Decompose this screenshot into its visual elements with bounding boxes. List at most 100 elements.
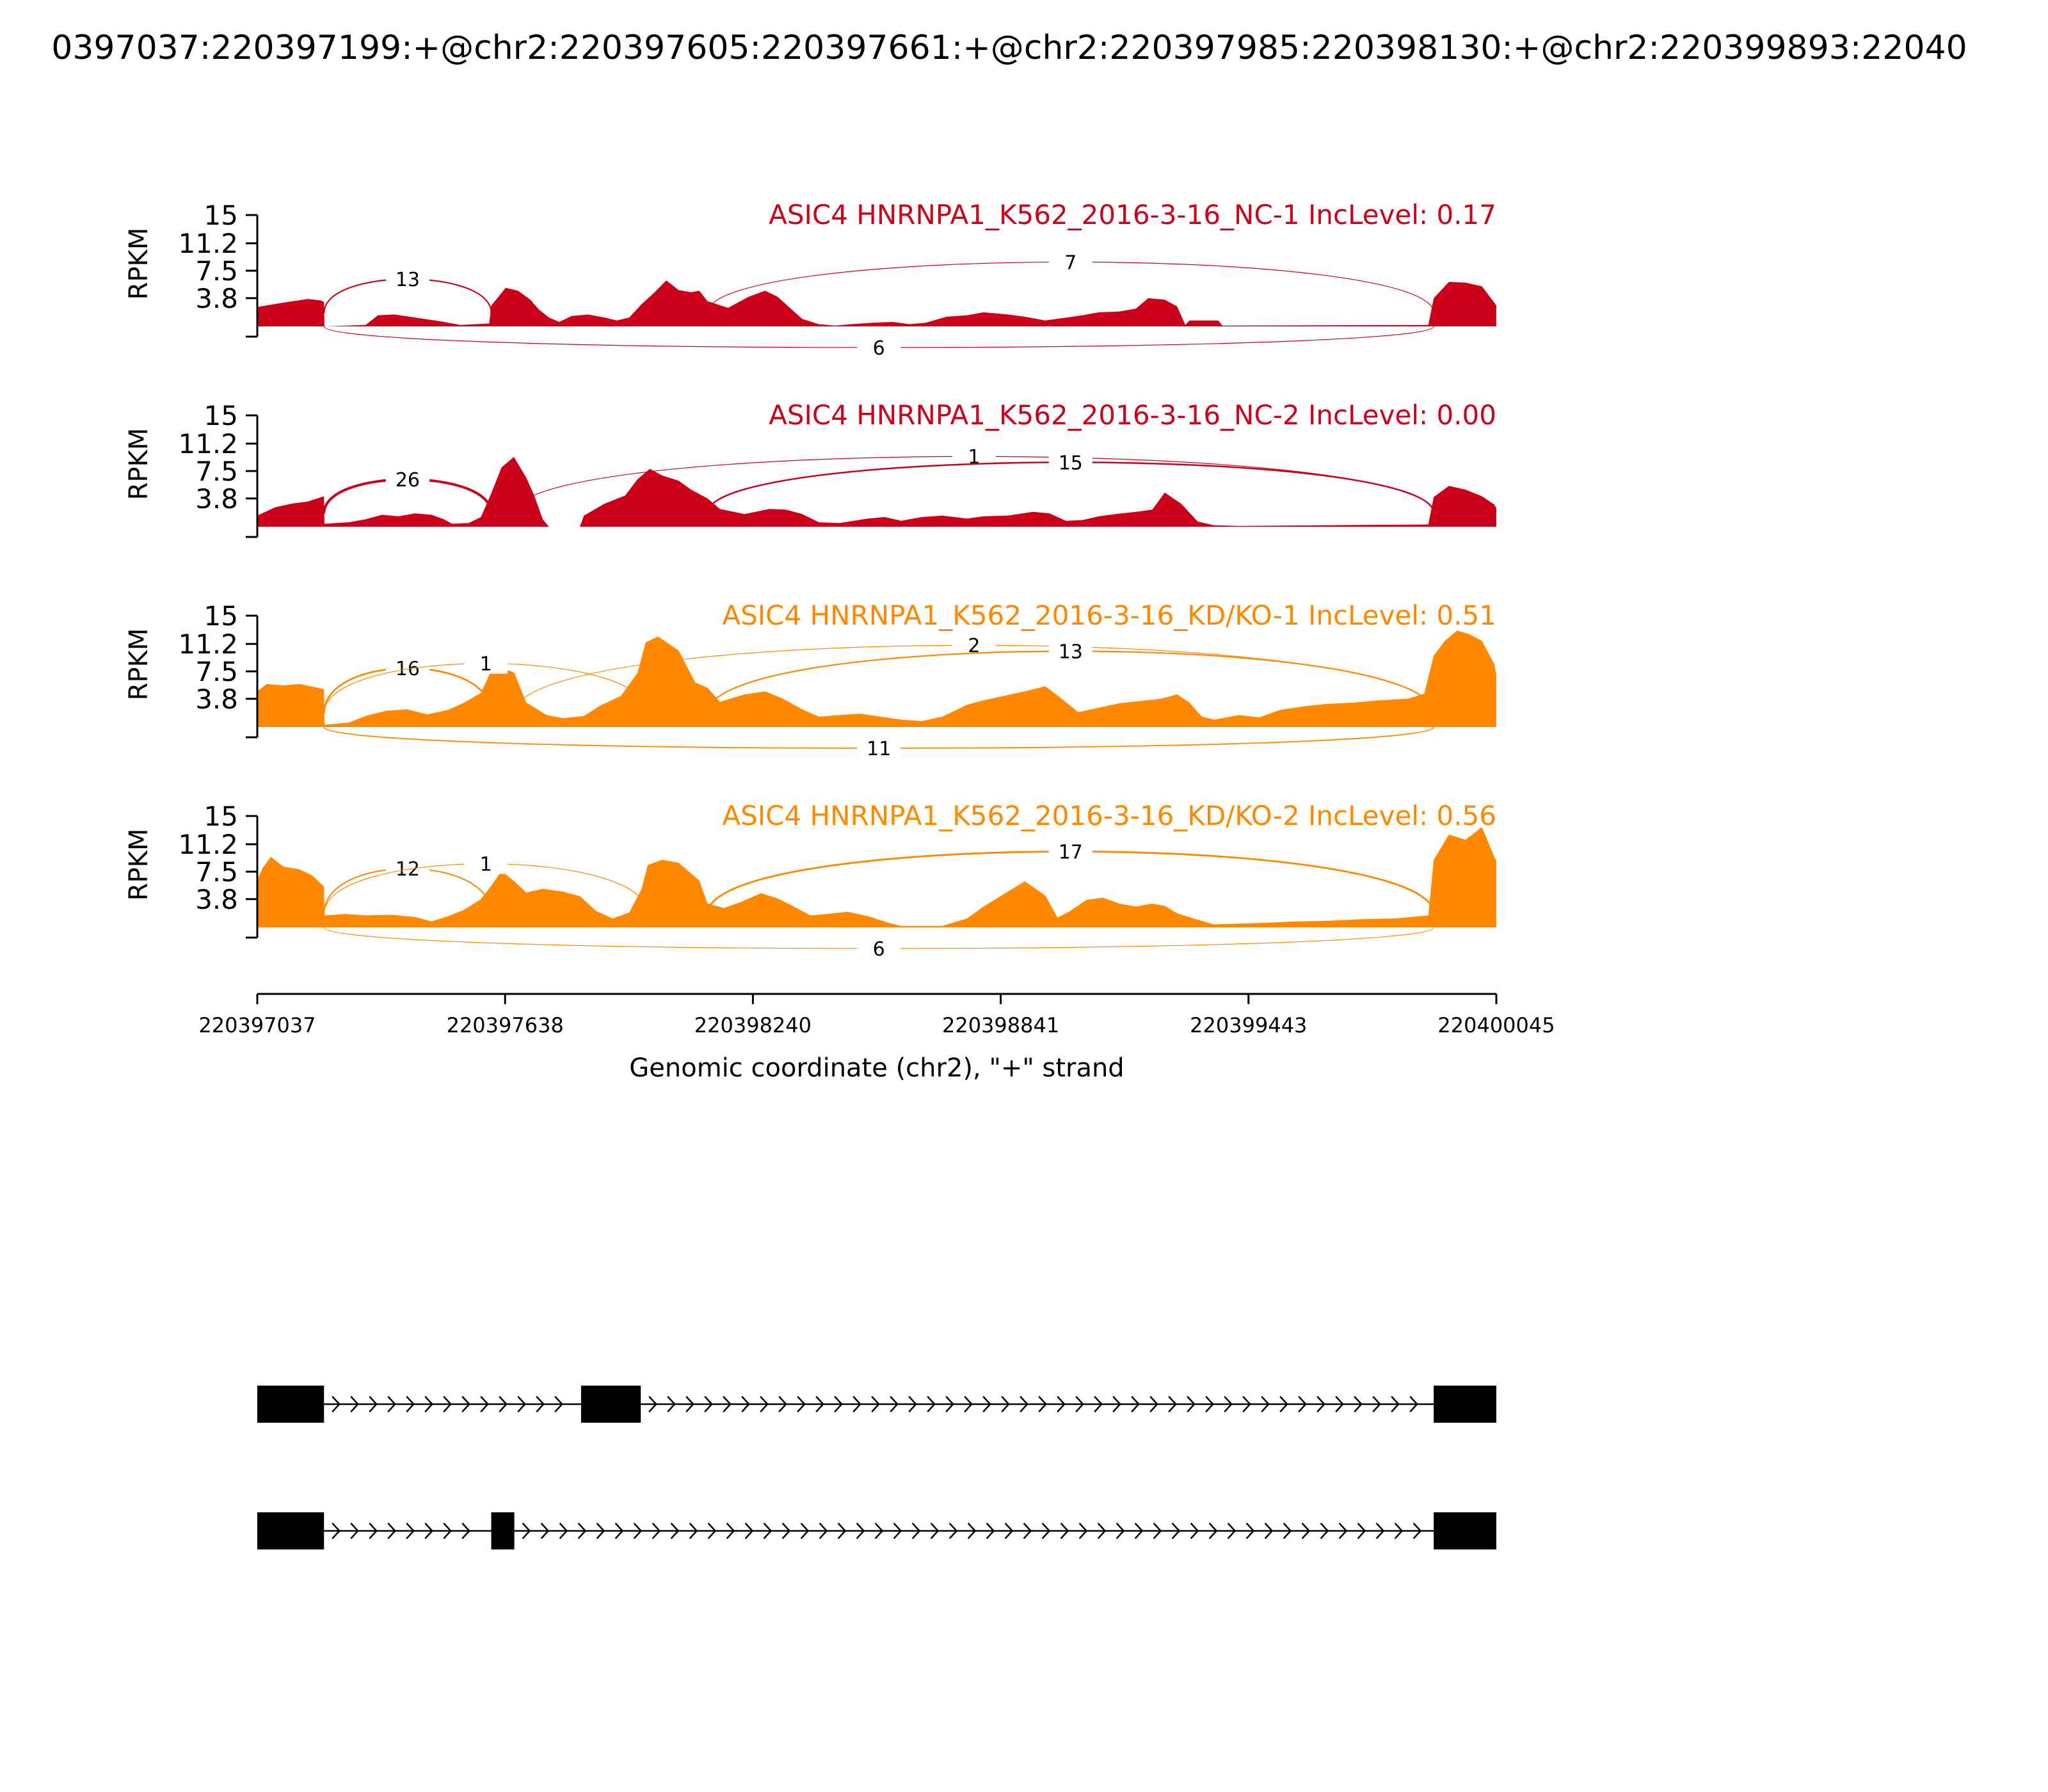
- track-label: ASIC4 HNRNPA1_K562_2016-3-16_NC-2 IncLev…: [769, 399, 1496, 431]
- y-tick-label: 11.2: [178, 628, 238, 660]
- junction-count: 1: [968, 446, 980, 468]
- strand-arrow: [1301, 1523, 1311, 1539]
- y-tick-label: 15: [204, 200, 238, 231]
- junction-label-bg: [1048, 449, 1092, 473]
- y-tick-label: 11.2: [178, 428, 238, 460]
- track-label: ASIC4 HNRNPA1_K562_2016-3-16_KD/KO-2 Inc…: [722, 800, 1496, 831]
- junction-label-bg: [385, 467, 429, 490]
- junction-label-bg: [857, 735, 901, 758]
- strand-arrow: [893, 1523, 902, 1539]
- strand-arrow: [536, 1396, 545, 1412]
- strand-arrow: [1208, 1523, 1218, 1539]
- strand-arrow: [837, 1523, 847, 1539]
- strand-arrow: [332, 1523, 340, 1539]
- strand-arrow: [1153, 1523, 1162, 1539]
- junction-count: 1: [480, 854, 492, 876]
- strand-arrow: [815, 1396, 824, 1412]
- strand-arrow: [1283, 1523, 1292, 1539]
- strand-arrow: [723, 1396, 732, 1412]
- isoform-structures: [257, 1386, 1496, 1549]
- strand-arrow: [1060, 1523, 1069, 1539]
- strand-arrow: [461, 1396, 470, 1412]
- junction-label-bg: [1048, 249, 1092, 273]
- coverage-area: [257, 280, 1496, 326]
- strand-arrow: [778, 1396, 787, 1412]
- y-axis-label: RPKM: [124, 428, 154, 500]
- strand-arrow: [1187, 1396, 1196, 1412]
- strand-arrow: [499, 1396, 508, 1412]
- strand-arrow: [1264, 1523, 1274, 1539]
- strand-arrow: [648, 1396, 657, 1412]
- strand-arrow: [1391, 1396, 1400, 1412]
- strand-arrow: [369, 1523, 378, 1539]
- strand-arrow: [559, 1523, 568, 1539]
- strand-arrow: [1354, 1396, 1363, 1412]
- coverage-area: [257, 630, 1496, 727]
- y-tick-label: 15: [204, 600, 238, 632]
- strand-arrow: [800, 1523, 810, 1539]
- strand-arrow: [670, 1523, 680, 1539]
- strand-arrow: [1038, 1396, 1047, 1412]
- junction-count: 13: [396, 269, 420, 291]
- strand-arrow: [406, 1396, 415, 1412]
- strand-arrow: [1338, 1523, 1348, 1539]
- strand-arrow: [908, 1396, 917, 1412]
- strand-arrow: [652, 1523, 661, 1539]
- coverage-area: [257, 827, 1496, 927]
- strand-arrow: [1320, 1523, 1329, 1539]
- strand-arrow: [332, 1396, 340, 1412]
- junction-count: 15: [1059, 452, 1083, 474]
- junction-count: 17: [1059, 841, 1083, 863]
- strand-arrow: [667, 1396, 676, 1412]
- y-tick-label: 15: [204, 801, 238, 832]
- strand-arrow: [1224, 1396, 1233, 1412]
- x-tick-label: 220398841: [942, 1013, 1059, 1037]
- strand-arrow: [1375, 1523, 1385, 1539]
- junction-count: 6: [873, 938, 885, 961]
- strand-arrow: [633, 1523, 643, 1539]
- exon-box: [580, 1386, 641, 1423]
- junction-count: 26: [396, 469, 420, 492]
- strand-arrow: [890, 1396, 899, 1412]
- strand-arrow: [1020, 1396, 1028, 1412]
- strand-arrow: [1078, 1523, 1088, 1539]
- junction-label-bg: [857, 335, 901, 358]
- strand-arrow: [1168, 1396, 1177, 1412]
- y-tick-label: 7.5: [195, 856, 238, 888]
- strand-arrow: [1171, 1523, 1181, 1539]
- junction-label-bg: [952, 632, 996, 656]
- strand-arrow: [911, 1523, 921, 1539]
- y-tick-label: 7.5: [195, 255, 238, 287]
- strand-arrow: [726, 1523, 735, 1539]
- y-tick-label: 11.2: [178, 829, 238, 860]
- strand-arrow: [1245, 1523, 1255, 1539]
- strand-arrow: [1335, 1396, 1344, 1412]
- isoform-2: [257, 1512, 1496, 1549]
- junction-label-bg: [1048, 638, 1092, 662]
- strand-arrow: [741, 1396, 750, 1412]
- strand-arrow: [1279, 1396, 1288, 1412]
- figure-title: 0397037:220397199:+@chr2:220397605:22039…: [51, 29, 1967, 67]
- strand-arrow: [443, 1523, 452, 1539]
- strand-arrow: [1023, 1523, 1032, 1539]
- strand-arrow: [614, 1523, 624, 1539]
- x-tick-label: 220398240: [694, 1013, 812, 1037]
- strand-arrow: [1041, 1523, 1051, 1539]
- junction-label-bg: [464, 851, 508, 874]
- strand-arrow: [945, 1396, 954, 1412]
- strand-arrow: [927, 1396, 936, 1412]
- strand-arrow: [986, 1523, 995, 1539]
- y-tick-label: 15: [204, 400, 238, 431]
- exon-box: [491, 1512, 515, 1549]
- strand-arrow: [350, 1523, 359, 1539]
- strand-arrow: [1001, 1396, 1010, 1412]
- strand-arrow: [760, 1396, 769, 1412]
- strand-arrow: [387, 1396, 396, 1412]
- strand-arrow: [704, 1396, 713, 1412]
- strand-arrow: [554, 1396, 563, 1412]
